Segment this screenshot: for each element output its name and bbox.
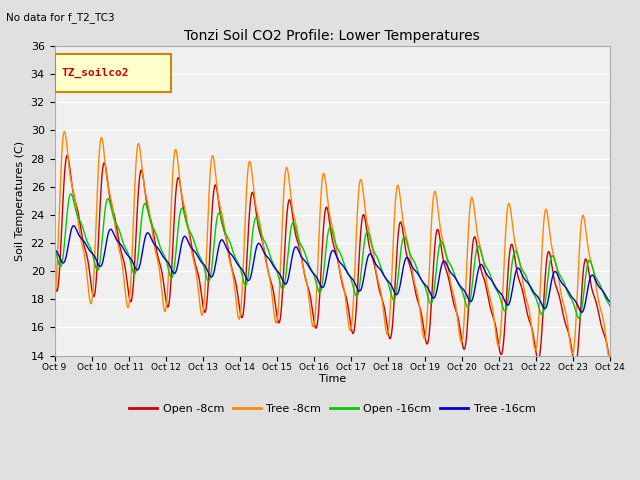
- Title: Tonzi Soil CO2 Profile: Lower Temperatures: Tonzi Soil CO2 Profile: Lower Temperatur…: [184, 29, 480, 43]
- Y-axis label: Soil Temperatures (C): Soil Temperatures (C): [15, 141, 25, 261]
- FancyBboxPatch shape: [54, 54, 172, 93]
- Text: No data for f_T2_TC3: No data for f_T2_TC3: [6, 12, 115, 23]
- Legend: Open -8cm, Tree -8cm, Open -16cm, Tree -16cm: Open -8cm, Tree -8cm, Open -16cm, Tree -…: [125, 399, 540, 418]
- X-axis label: Time: Time: [319, 373, 346, 384]
- Text: TZ_soilco2: TZ_soilco2: [61, 68, 129, 78]
